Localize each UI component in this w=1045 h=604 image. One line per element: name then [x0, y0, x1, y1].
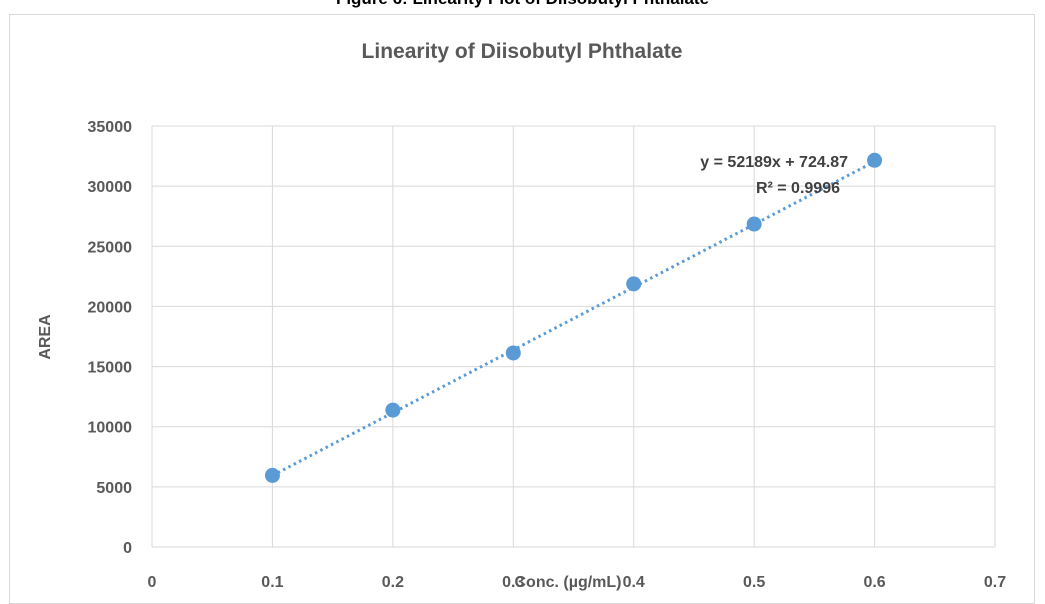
data-point: [385, 402, 401, 418]
y-tick-label: 25000: [88, 239, 133, 256]
data-point: [505, 345, 521, 361]
data-points: [264, 152, 883, 483]
data-point: [746, 216, 762, 232]
x-tick-label: 0.7: [984, 574, 1006, 591]
y-tick-label: 35000: [88, 119, 133, 136]
x-tick-label: 0.2: [382, 574, 404, 591]
y-axis-label: AREA: [37, 314, 54, 360]
x-tick-label: 0.4: [623, 574, 645, 591]
chart-title: Linearity of Diisobutyl Phthalate: [362, 40, 683, 63]
grid-lines: [151, 125, 996, 548]
x-axis-label: Conc. (µg/mL): [515, 574, 622, 591]
figure-caption: Figure 6: Linearity Plot of Diisobutyl P…: [0, 0, 1045, 9]
x-tick-label: 0: [148, 574, 157, 591]
data-point: [626, 276, 642, 292]
y-axis-ticks: 0 5000 10000 15000 20000 25000 30000 35000: [88, 119, 133, 557]
x-tick-label: 0.1: [261, 574, 283, 591]
y-tick-label: 10000: [88, 420, 133, 437]
chart-frame: [9, 14, 1035, 604]
y-tick-label: 5000: [96, 480, 132, 497]
y-tick-label: 20000: [88, 299, 133, 316]
data-point: [867, 152, 883, 168]
y-tick-label: 30000: [88, 179, 133, 196]
data-point: [264, 467, 280, 483]
y-tick-label: 15000: [88, 360, 133, 377]
trendline: [271, 160, 876, 477]
x-tick-label: 0.3: [502, 574, 524, 591]
regression-equation: y = 52189x + 724.87: [700, 154, 848, 171]
x-axis-ticks: 0 0.1 0.2 0.3 0.4 0.5 0.6 0.7: [148, 574, 1007, 591]
r-squared-value: R² = 0.9996: [756, 180, 840, 197]
x-tick-label: 0.5: [743, 574, 765, 591]
y-tick-label: 0: [123, 540, 132, 557]
x-tick-label: 0.6: [863, 574, 885, 591]
